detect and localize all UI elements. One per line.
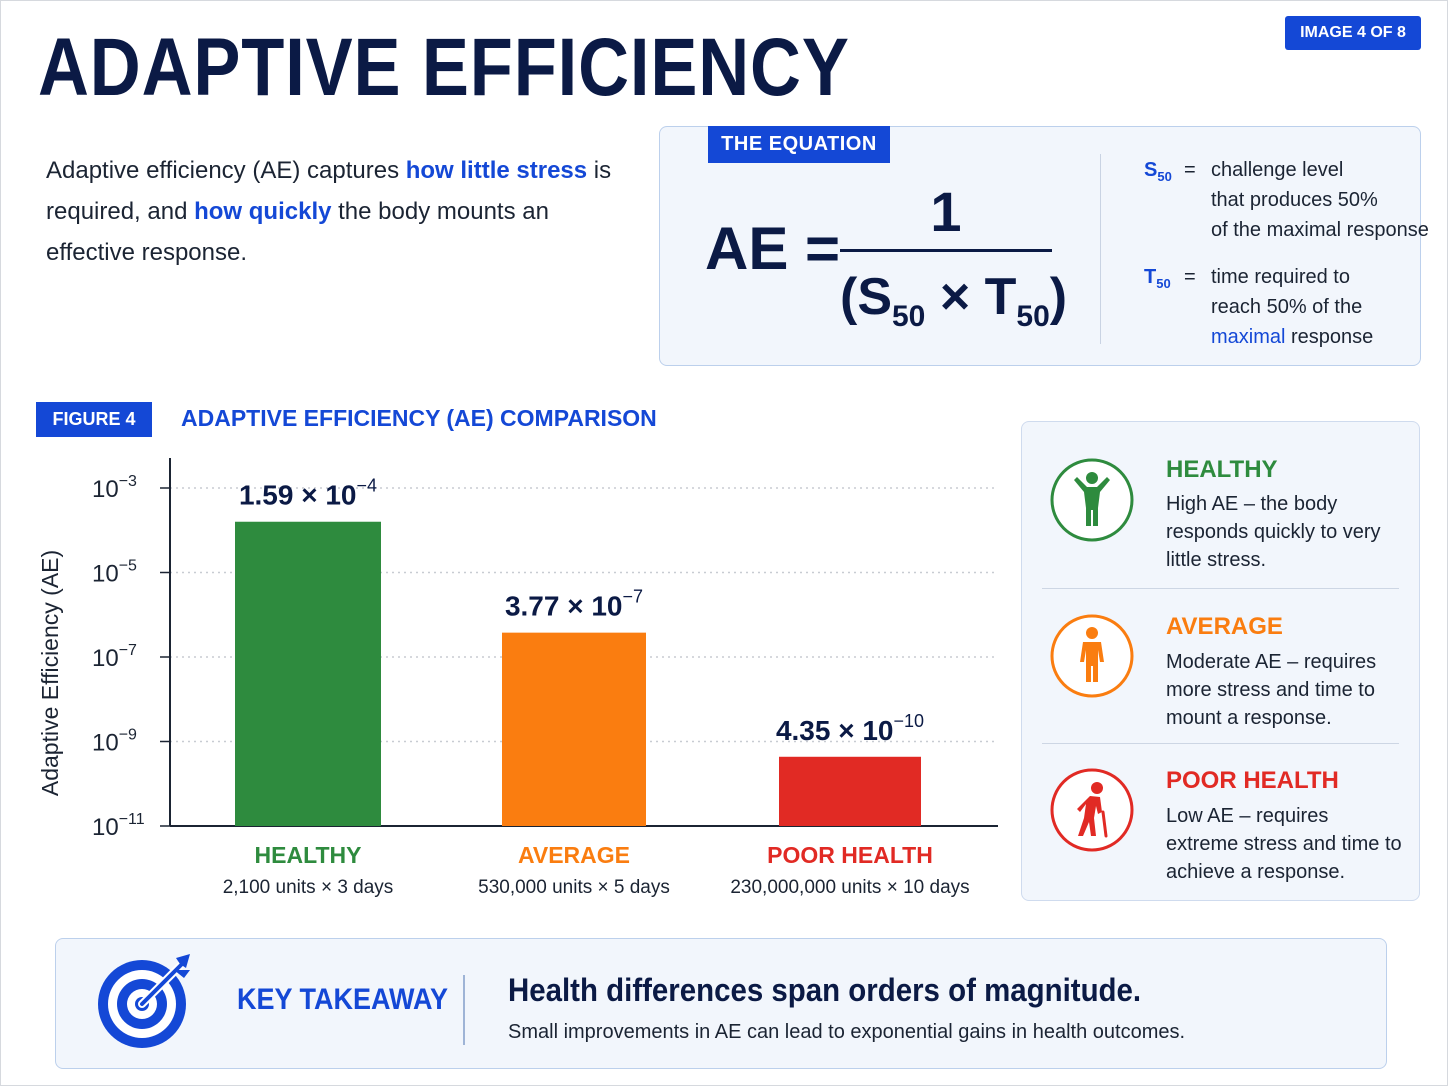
legend-separator <box>1042 588 1399 589</box>
definition-line: of the maximal response <box>1211 215 1431 245</box>
category-subcaption: 230,000,000 units × 10 days <box>730 877 969 898</box>
category-label: AVERAGE <box>518 842 630 868</box>
intro-part-1: Adaptive efficiency (AE) captures <box>46 157 406 184</box>
symbol-sub: 50 <box>1156 276 1171 291</box>
tick-base: 10 <box>92 645 119 672</box>
key-takeaway-divider <box>463 975 465 1045</box>
equation-denominator: (S50 × T50) <box>840 262 1067 352</box>
value-exponent: −7 <box>623 587 644 607</box>
tick-base: 10 <box>92 730 119 757</box>
key-takeaway-headline: Health differences span orders of magnit… <box>508 972 1142 1008</box>
tick-base: 10 <box>92 476 119 503</box>
definition-symbol: T50 <box>1144 262 1171 299</box>
bar-value-label: 3.77 × 10−7 <box>505 587 643 622</box>
equation-numerator: 1 <box>930 180 962 243</box>
key-takeaway-label: KEY TAKEAWAY <box>237 983 449 1016</box>
tick-exponent: −9 <box>119 727 137 744</box>
target-icon <box>98 954 190 1048</box>
image-count-badge: IMAGE 4 OF 8 <box>1285 16 1421 50</box>
legend-title-healthy: HEALTHY <box>1166 456 1278 483</box>
tick-exponent: −3 <box>119 473 137 490</box>
y-tick-label: 10−11 <box>92 811 145 841</box>
y-axis-label: Adaptive Efficiency (AE) <box>37 550 63 796</box>
tick-base: 10 <box>92 814 119 841</box>
definition-equals: = <box>1184 266 1196 288</box>
den-sub-1: 50 <box>892 300 926 333</box>
intro-part-2: is required, and <box>46 157 612 225</box>
category-label: POOR HEALTH <box>767 842 933 868</box>
symbol-letter: T <box>1144 266 1157 288</box>
legend-desc-healthy: High AE – the body responds quickly to v… <box>1166 493 1381 571</box>
definition-equals: = <box>1184 159 1196 181</box>
y-tick-label: 10−9 <box>92 727 137 757</box>
intro-text: Adaptive efficiency (AE) captures how li… <box>46 150 626 273</box>
bar-value-label: 1.59 × 10−4 <box>239 476 377 511</box>
value-mantissa: 3.77 × 10 <box>505 591 623 622</box>
figure-title: ADAPTIVE EFFICIENCY (AE) COMPARISON <box>181 405 657 431</box>
tick-base: 10 <box>92 561 119 588</box>
symbol-sub: 50 <box>1157 169 1172 184</box>
bar-healthy <box>235 521 381 826</box>
elderly-person-icon <box>1050 768 1134 852</box>
equation-divider <box>1100 154 1101 344</box>
definition-highlight: maximal <box>1211 326 1286 348</box>
category-subcaption: 2,100 units × 3 days <box>223 877 394 898</box>
bar-value-label: 4.35 × 10−10 <box>776 711 924 746</box>
definition-line: that produces 50% <box>1211 189 1378 211</box>
y-tick-label: 10−7 <box>92 642 137 672</box>
symbol-letter: S <box>1144 159 1158 181</box>
equation-lhs: AE = <box>705 215 841 282</box>
den-times: × T <box>925 268 1017 326</box>
standing-person-icon <box>1050 614 1134 698</box>
key-takeaway-subtext: Small improvements in AE can lead to exp… <box>508 1021 1186 1043</box>
legend-title-poor-health: POOR HEALTH <box>1166 767 1339 794</box>
intro-part-3: the body mounts an effective response. <box>46 198 549 266</box>
den-sub-2: 50 <box>1016 300 1050 333</box>
equation-tag: THE EQUATION <box>708 126 890 163</box>
bar-average <box>502 632 646 826</box>
definition-line: maximal response <box>1211 322 1431 352</box>
definition-line: challenge level <box>1211 159 1344 181</box>
tick-exponent: −7 <box>119 642 137 659</box>
y-tick-label: 10−3 <box>92 473 137 503</box>
category-subcaption: 530,000 units × 5 days <box>478 877 670 898</box>
category-label: HEALTHY <box>255 842 362 868</box>
definition-text: time required to reach 50% of the maxima… <box>1211 262 1431 352</box>
value-exponent: −10 <box>894 711 925 731</box>
definition-text: challenge level that produces 50% of the… <box>1211 155 1431 245</box>
legend-title-average: AVERAGE <box>1166 613 1283 640</box>
legend-desc-poor-health: Low AE – requires extreme stress and tim… <box>1166 805 1402 883</box>
value-exponent: −4 <box>357 476 378 496</box>
definition-line: time required to <box>1211 266 1350 288</box>
tick-exponent: −5 <box>119 558 137 575</box>
definition-line-text: of the maximal response <box>1211 219 1429 241</box>
key-takeaway-panel <box>55 938 1387 1069</box>
definition-symbol: S50 <box>1144 155 1172 192</box>
equation-panel <box>659 126 1421 366</box>
page-title: ADAPTIVE EFFICIENCY <box>38 22 850 113</box>
bar-poor-health <box>779 756 921 826</box>
legend-separator <box>1042 743 1399 744</box>
equation-fraction-bar <box>840 249 1052 252</box>
definition-line: reach 50% of the <box>1211 296 1363 318</box>
tick-exponent: −11 <box>119 811 145 828</box>
definition-line-text: response <box>1285 326 1374 348</box>
den-open: (S <box>840 268 892 326</box>
value-mantissa: 1.59 × 10 <box>239 480 357 511</box>
den-close: ) <box>1049 268 1068 326</box>
legend-desc-average: Moderate AE – requires more stress and t… <box>1166 651 1377 729</box>
healthy-person-icon <box>1050 458 1134 542</box>
value-mantissa: 4.35 × 10 <box>776 715 894 746</box>
intro-highlight-2: how quickly <box>194 198 332 225</box>
figure-tag: FIGURE 4 <box>36 402 152 437</box>
y-tick-label: 10−5 <box>92 558 137 588</box>
intro-highlight-1: how little stress <box>405 157 588 184</box>
